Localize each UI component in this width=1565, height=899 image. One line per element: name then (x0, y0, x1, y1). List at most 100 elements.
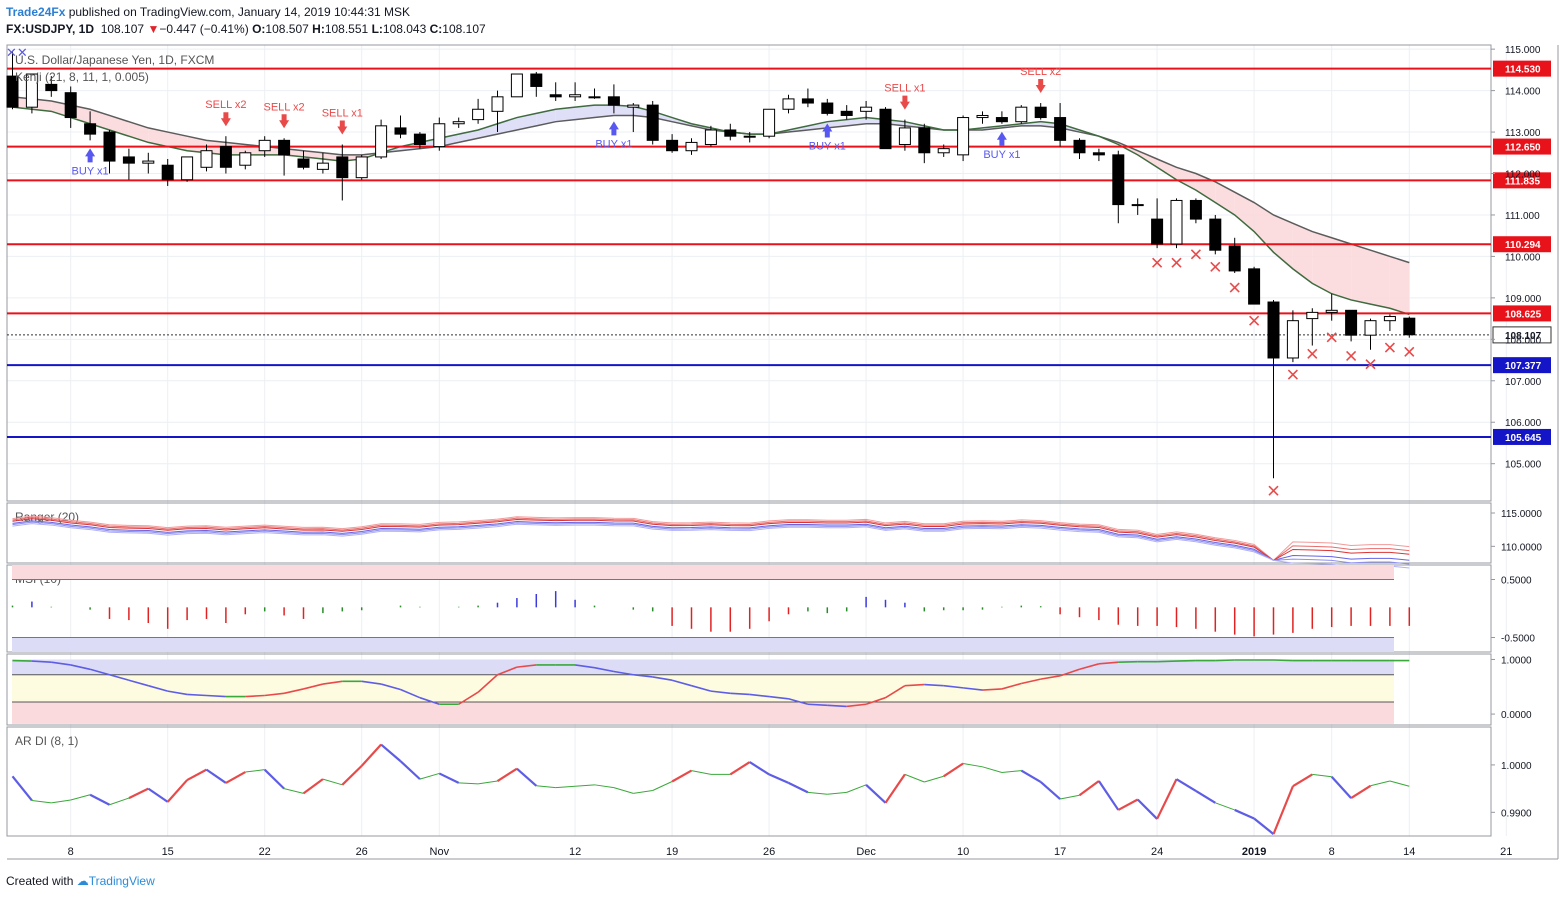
ardi-line-segment (982, 766, 1003, 773)
ardi-line-segment (1156, 778, 1178, 820)
ardi-line-segment (399, 760, 421, 780)
ardi-line-segment (1078, 780, 1100, 797)
ardi-line-segment (827, 791, 847, 795)
candle-body (452, 121, 465, 125)
price-tick-label: 113.000 (1505, 128, 1541, 139)
ranger-band-line (12, 521, 1410, 565)
candle-body (530, 73, 543, 87)
tdi-line-segment (206, 694, 226, 698)
time-tick-label: 8 (1329, 846, 1335, 858)
candle-body (607, 96, 620, 106)
ardi-line-segment (1136, 798, 1158, 820)
tdi-line-segment (1176, 659, 1196, 662)
created-with-label: Created with (6, 874, 74, 888)
cloud-segment (1331, 237, 1352, 300)
low-label: L: (371, 22, 383, 36)
tdi-line-segment (691, 684, 712, 692)
cloud-segment (1157, 159, 1177, 180)
ranger-band-line (12, 516, 1410, 561)
tradingview-logo-icon[interactable]: ☁ (76, 874, 89, 888)
panel-tick-label: 0.0000 (1501, 710, 1532, 721)
tdi-line-segment (671, 679, 692, 687)
ardi-line-segment (749, 761, 770, 776)
time-tick-label: 14 (1403, 846, 1415, 858)
tdi-lower-band (12, 702, 1394, 724)
level-label-box (1493, 60, 1551, 77)
candle-body (1248, 268, 1261, 305)
tdi-line-segment (1157, 660, 1177, 663)
panel-frame-3 (6, 653, 1492, 726)
ardi-line-segment (1195, 790, 1216, 804)
sell-arrow-icon (1035, 79, 1046, 94)
tdi-line-segment (380, 683, 401, 691)
candle-body (297, 158, 310, 168)
price-tick-label: 109.000 (1505, 294, 1542, 305)
cloud-segment (1137, 150, 1158, 168)
cloud-segment (594, 105, 614, 118)
tdi-line-segment (516, 664, 537, 668)
candle-body (1015, 106, 1028, 123)
tdi-line-segment (885, 684, 906, 699)
ardi-line-segment (865, 784, 887, 804)
brand-name[interactable]: Trade24Fx (6, 5, 66, 19)
tdi-line-segment (613, 670, 634, 676)
cloud-segment (536, 109, 556, 126)
msi-upper-band (12, 565, 1394, 580)
candle-body (1073, 139, 1086, 154)
level-label: 112.650 (1505, 143, 1541, 154)
tdi-line-segment (283, 688, 304, 695)
candle-body (25, 73, 38, 108)
tdi-line-segment (167, 690, 188, 696)
buy-arrow-icon (996, 131, 1007, 146)
ardi-line-segment (263, 768, 285, 790)
x-marker-icon (1190, 249, 1201, 260)
panel-tick-label: 1.0000 (1501, 655, 1532, 666)
tdi-line-segment (1118, 660, 1138, 663)
ardi-line-segment (496, 767, 518, 782)
tdi-line-segment (70, 664, 91, 671)
ardi-line-segment (924, 775, 944, 783)
tdi-line-segment (458, 691, 479, 705)
close-value: 108.107 (442, 22, 486, 36)
ardi-line-segment (594, 784, 614, 789)
candle-body (879, 108, 892, 150)
high-value: 108.551 (324, 22, 369, 36)
x-marker-icon (1268, 485, 1279, 496)
candle-body (1209, 218, 1222, 251)
sell-arrow-icon (337, 120, 348, 135)
tradingview-brand[interactable]: TradingView (88, 874, 155, 888)
ardi-line-segment (1292, 773, 1313, 788)
cloud-segment (1389, 256, 1410, 315)
ardi-line-segment (1039, 781, 1061, 800)
tdi-line-segment (865, 696, 886, 706)
candle-body (995, 117, 1008, 123)
ardi-line-segment (1117, 798, 1139, 811)
candle-body (666, 139, 679, 152)
candle-body (1364, 320, 1377, 336)
candle-body (433, 123, 446, 148)
candle-body (1170, 199, 1183, 245)
candle-body (685, 141, 698, 152)
ardi-line-segment (1060, 794, 1080, 800)
price-tick-label: 115.000 (1505, 45, 1541, 56)
tdi-line-segment (943, 684, 964, 689)
cloud-segment (1273, 214, 1293, 269)
cloud-segment (1292, 223, 1313, 284)
tdi-line-segment (303, 683, 324, 690)
time-tick-label: Nov (430, 846, 450, 858)
candle-body (258, 139, 271, 152)
tdi-line-segment (769, 695, 789, 700)
x-marker-icon (1229, 282, 1240, 293)
candle-body (161, 164, 174, 181)
price-tick-label: 106.000 (1505, 418, 1542, 429)
time-tick-label: 8 (68, 846, 74, 858)
close-icon[interactable]: ✕✕ (6, 46, 28, 61)
tdi-line-segment (730, 692, 750, 696)
tdi-line-segment (594, 666, 615, 673)
ranger-band-line (12, 518, 1410, 561)
candle-body (1267, 301, 1280, 359)
candle-body (898, 127, 911, 145)
publish-info: published on TradingView.com, January 14… (65, 5, 411, 19)
tdi-line-segment (807, 703, 828, 707)
